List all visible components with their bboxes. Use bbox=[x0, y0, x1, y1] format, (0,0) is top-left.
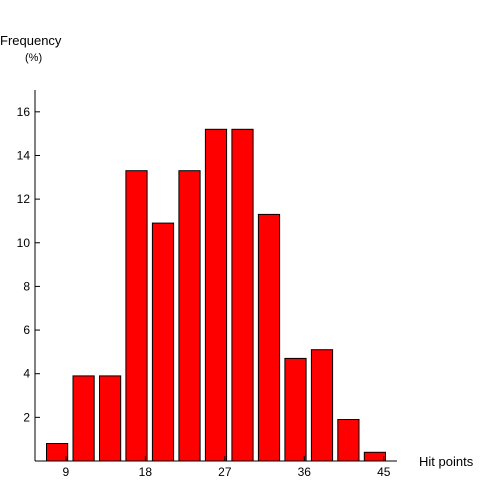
x-tick-label-36: 36 bbox=[298, 465, 312, 479]
bar-23 bbox=[178, 170, 201, 462]
bar-8 bbox=[46, 443, 69, 462]
bars-group bbox=[46, 128, 386, 462]
y-tick-label-2: 2 bbox=[23, 410, 30, 424]
y-axis-label: Frequency bbox=[0, 33, 62, 48]
y-tick-label-16: 16 bbox=[17, 105, 31, 119]
x-tick-label-9: 9 bbox=[63, 465, 70, 479]
bar-41 bbox=[337, 419, 360, 462]
bar-32 bbox=[257, 213, 281, 462]
bar-26 bbox=[204, 128, 228, 462]
y-tick-label-4: 4 bbox=[23, 367, 30, 381]
x-tick-label-18: 18 bbox=[139, 465, 153, 479]
x-axis-label: Hit points bbox=[419, 454, 474, 469]
bar-44 bbox=[363, 451, 386, 462]
y-tick-label-6: 6 bbox=[23, 323, 30, 337]
x-tick-label-45: 45 bbox=[377, 465, 391, 479]
bar-20 bbox=[151, 222, 175, 462]
bar-11 bbox=[72, 375, 95, 462]
bar-14 bbox=[99, 375, 122, 462]
y-tick-label-12: 12 bbox=[17, 192, 31, 206]
y-axis-unit: (%) bbox=[25, 52, 42, 64]
x-tick-label-27: 27 bbox=[218, 465, 232, 479]
bar-38 bbox=[310, 349, 334, 462]
bar-17 bbox=[125, 170, 148, 462]
bar-35 bbox=[284, 357, 307, 462]
y-tick-label-8: 8 bbox=[23, 279, 30, 293]
axes-group: 2 4 6 8 10 12 14 16 9 18 27 36 45 bbox=[17, 90, 397, 479]
y-tick-label-10: 10 bbox=[17, 236, 31, 250]
y-tick-label-14: 14 bbox=[17, 148, 31, 162]
bar-29 bbox=[231, 128, 254, 462]
